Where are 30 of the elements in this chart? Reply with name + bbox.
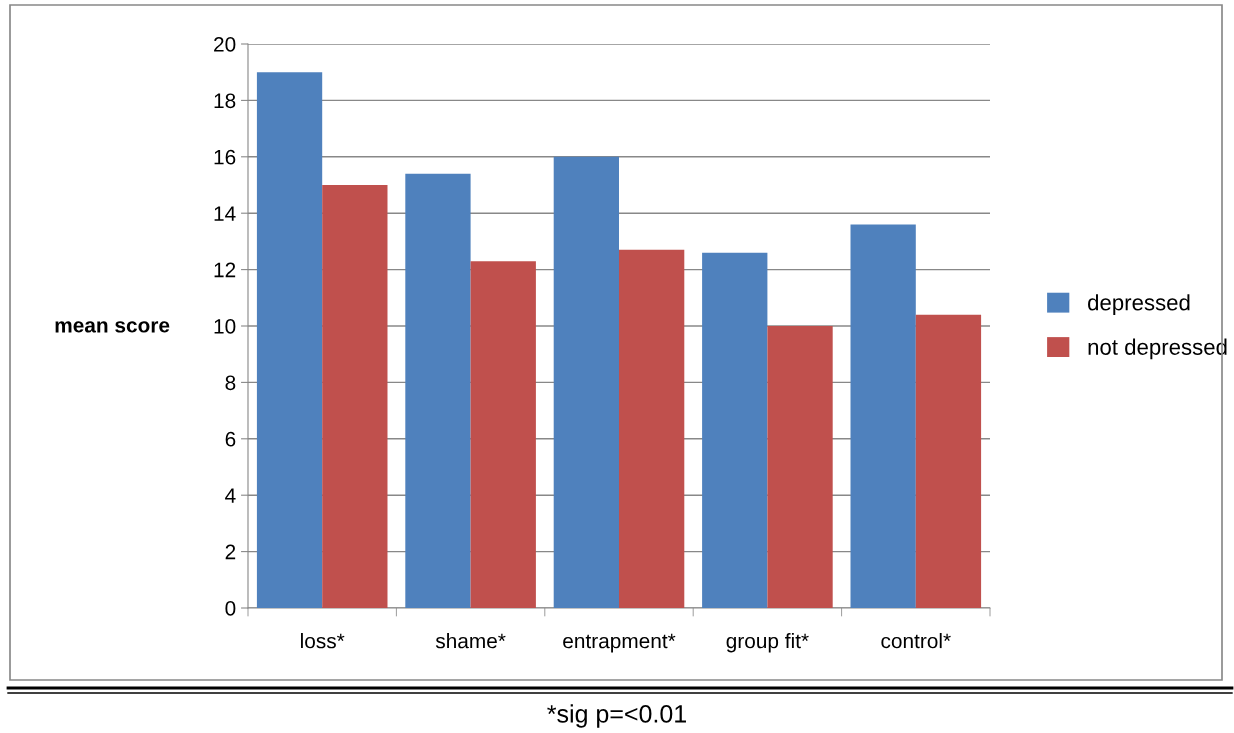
y-tick-label: 12 [214, 262, 236, 278]
y-tick-label: 8 [225, 375, 236, 391]
y-tick-label: 6 [225, 431, 236, 447]
x-tick-label: group fit* [726, 633, 809, 653]
y-axis-title: mean score [55, 321, 170, 333]
bar [767, 326, 833, 608]
legend-label: depressed [1088, 294, 1190, 315]
bar [619, 249, 685, 608]
y-tick-label: 18 [214, 93, 236, 109]
y-tick-label: 14 [214, 206, 236, 221]
bar [553, 156, 619, 608]
bar [470, 261, 536, 608]
bar [322, 185, 388, 608]
y-tick-label: 10 [214, 319, 236, 334]
bar [405, 173, 471, 608]
x-tick-label: loss* [301, 633, 345, 649]
y-tick-label: 2 [225, 544, 236, 560]
y-tick-label: 16 [214, 149, 236, 165]
x-tick-label: shame* [435, 633, 506, 649]
legend-label: not depressed [1088, 338, 1227, 360]
y-tick-label: 0 [225, 601, 236, 616]
bar [850, 224, 916, 608]
x-tick-label: control* [881, 633, 951, 649]
y-tick-label: 20 [214, 37, 236, 52]
bar [256, 72, 323, 608]
y-tick-label: 4 [225, 488, 236, 503]
text: *sig p=<0.01 [547, 704, 686, 728]
bar [915, 314, 982, 608]
x-tick-label: entrapment* [563, 633, 676, 653]
bar [702, 252, 768, 608]
